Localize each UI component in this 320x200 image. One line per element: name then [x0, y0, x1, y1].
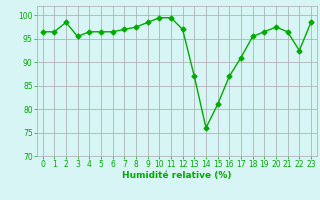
- X-axis label: Humidité relative (%): Humidité relative (%): [122, 171, 232, 180]
